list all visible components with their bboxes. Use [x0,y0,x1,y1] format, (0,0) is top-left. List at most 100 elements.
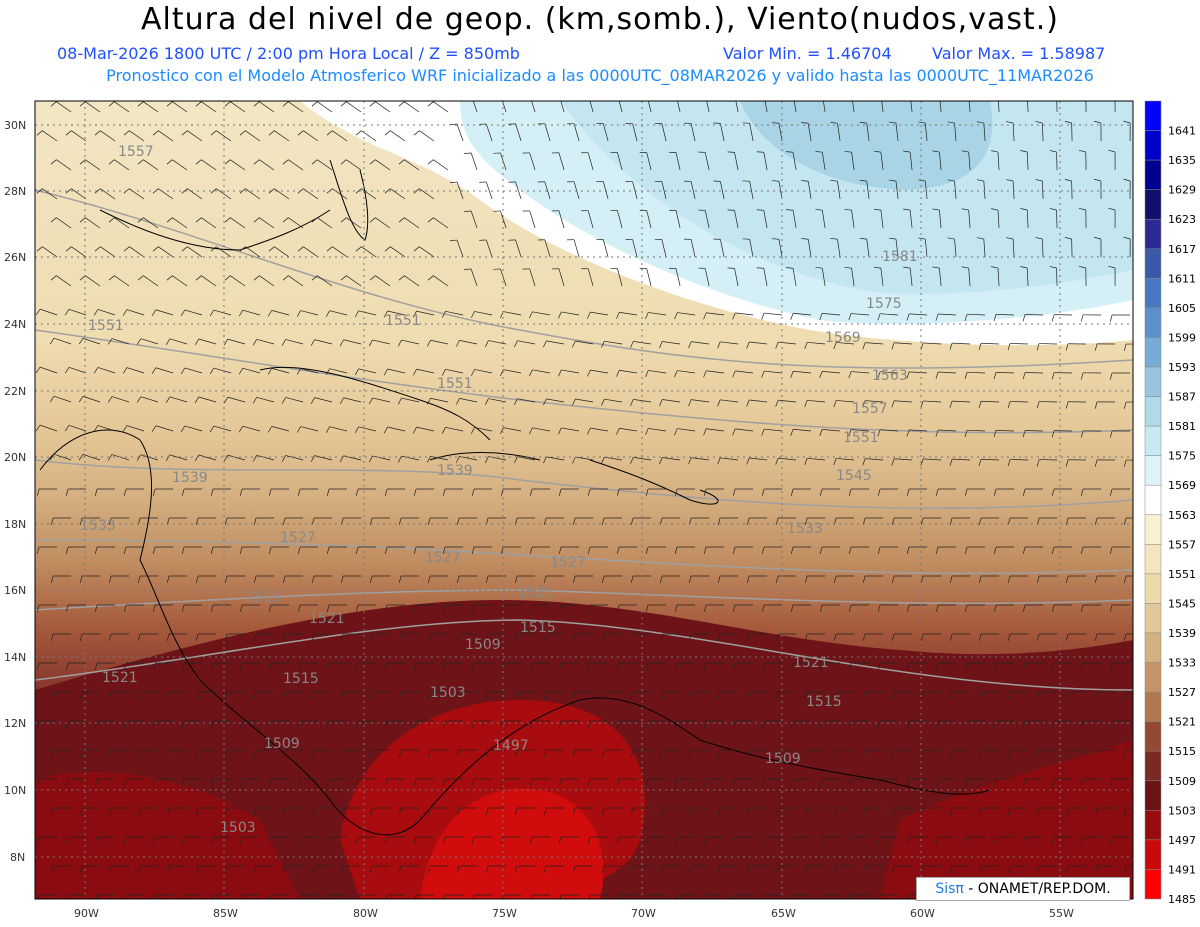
wind-barb-feather [529,778,533,786]
wind-barb-feather [889,237,897,240]
wind-barb [169,454,188,461]
wind-barb-feather [340,749,344,757]
lat-tick-label: 24N [4,318,26,331]
wind-barb-feather [195,275,202,281]
wind-barb [129,130,145,142]
colorbar-label: 1539 [1168,627,1196,640]
wind-barb-feather [339,455,344,463]
wind-barb-feather [1065,575,1069,583]
wind-barb-feather [978,691,982,699]
wind-barb [587,210,594,229]
wind-barb-feather [844,266,852,269]
wind-barb-feather [717,341,721,349]
wind-barb-feather [297,604,301,612]
wind-barb-feather [123,546,127,554]
wind-barb [300,368,319,374]
wind-barb [735,428,754,432]
wind-barb-feather [441,369,446,376]
wind-barb-feather [181,778,185,786]
wind-barb-feather [529,488,533,496]
wind-barb-feather [790,546,794,554]
colorbar-swatch [1144,662,1162,693]
wind-barb [1056,151,1058,171]
wind-barb-feather [36,130,43,136]
wind-barb-feather [369,159,376,165]
lat-tick-label: 18N [4,518,26,531]
wind-barb-feather [688,865,692,873]
wind-barb-feather [1108,149,1116,153]
wind-barb [172,159,188,171]
wind-barb-feather [311,275,318,281]
wind-barb-feather [137,749,141,757]
wind-barb-feather [211,894,214,899]
wind-barb-feather [786,209,794,211]
wind-barb-feather [239,720,243,728]
wind-barb [470,210,478,229]
wind-barb-feather [616,312,620,319]
wind-barb [532,427,551,432]
wind-barb-feather [993,662,997,670]
wind-barb-feather [993,778,997,786]
wind-barb [997,152,1000,171]
wind-barb-feather [50,691,54,699]
wind-barb [938,429,957,432]
wind-barb-feather [123,246,130,252]
wind-barb [242,425,261,432]
contour-label: 1515 [806,694,842,710]
wind-barb-feather [268,778,272,786]
wind-barb [909,210,913,229]
wind-barb-feather [859,237,867,240]
wind-barb-feather [239,662,243,670]
wind-barb-feather [790,313,794,320]
wind-barb-feather [340,633,344,641]
wind-barb [749,123,754,142]
wind-barb-feather [877,546,881,554]
contour-label: 1521 [518,585,554,601]
wind-barb-feather [947,121,955,124]
wind-barb [303,246,319,258]
colorbar-swatch [1144,544,1162,575]
wind-barb [500,210,507,229]
wind-barb [866,181,870,200]
wind-barb [42,188,58,200]
wind-barb-feather [456,807,460,815]
contour-label: 1503 [220,820,256,836]
wind-barb [445,426,464,432]
wind-barb-feather [472,894,475,899]
wind-barb-feather [368,339,373,347]
wind-barb-feather [991,208,999,211]
wind-barb-feather [253,517,257,525]
wind-barb [56,101,72,113]
wind-barb [216,130,232,142]
wind-barb-feather [1051,372,1055,380]
wind-barb-feather [558,311,562,319]
wind-barb [778,341,797,345]
wind-barb-feather [253,691,257,699]
wind-barb [285,339,304,345]
colorbar-label: 1617 [1168,243,1196,256]
wind-barb-feather [210,188,217,194]
wind-barb-feather [746,457,750,465]
wind-barb-feather [152,546,156,554]
wind-barb [126,309,145,316]
wind-barb-feather [703,370,707,378]
wind-barb [68,424,87,432]
wind-barb [274,188,290,200]
wind-barb-feather [165,454,171,461]
wind-barb [821,268,826,287]
wind-barb-feather [385,894,388,899]
wind-barb-feather [78,338,84,345]
wind-barb-feather [756,209,764,211]
wind-barb-feather [209,309,215,317]
wind-barb [317,101,333,113]
wind-barb-feather [1007,459,1011,467]
wind-barb-feather [704,894,707,899]
wind-barb-feather [819,313,823,321]
wind-barb-feather [920,458,924,466]
wind-barb-feather [688,457,692,465]
wind-barb [602,123,609,142]
colorbar-label: 1503 [1168,804,1196,817]
wind-barb-feather [572,633,576,641]
wind-barb [198,338,217,345]
wind-barb [764,312,783,316]
